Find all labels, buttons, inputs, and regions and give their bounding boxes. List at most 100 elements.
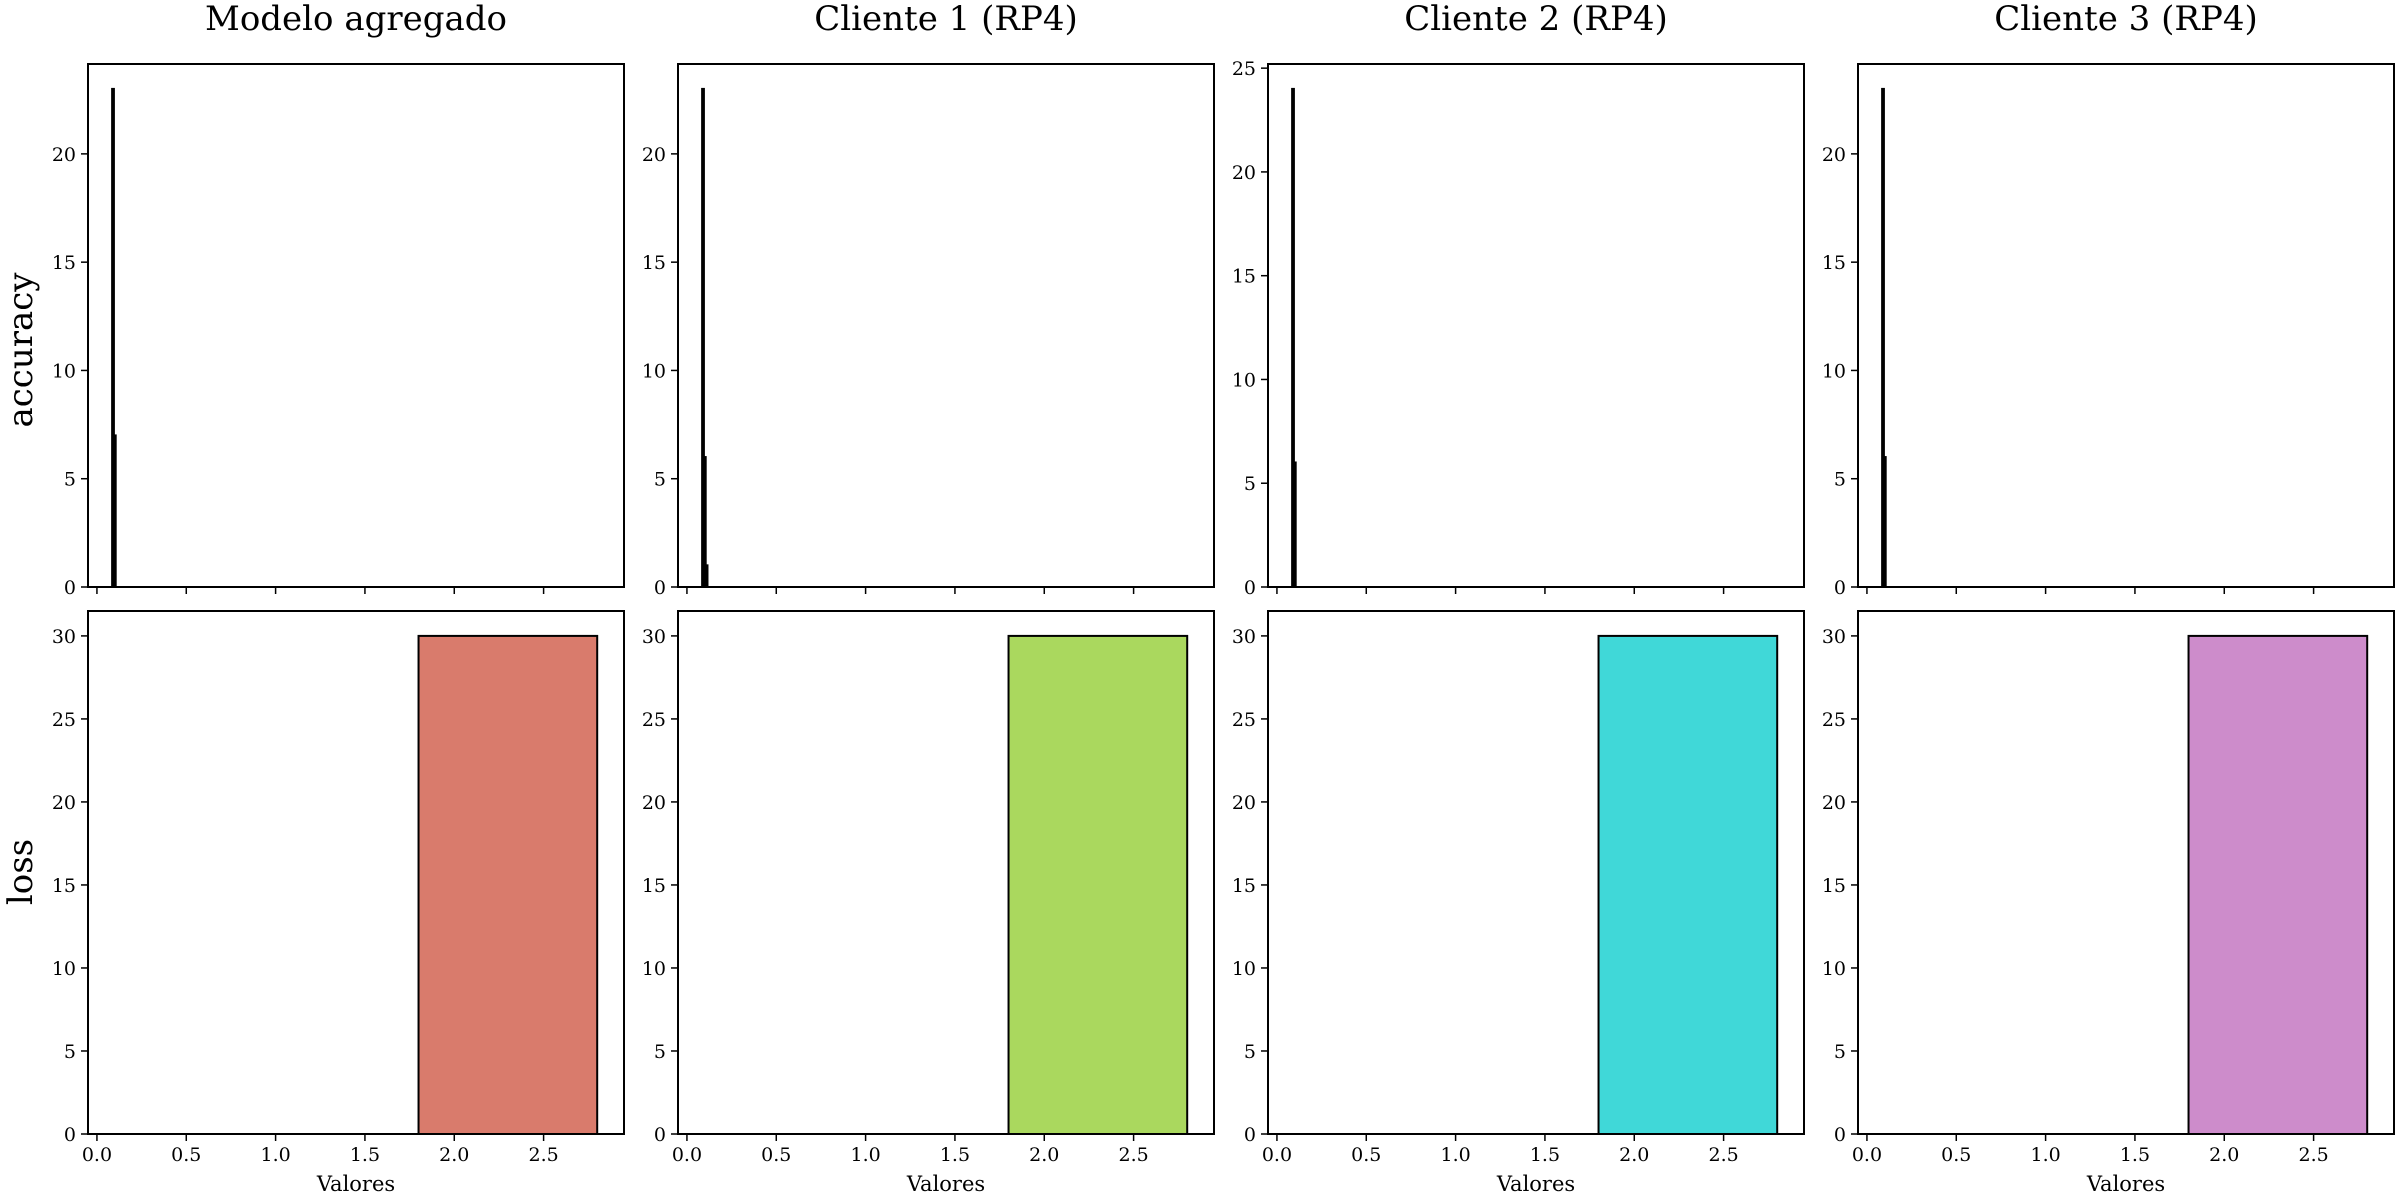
col-title-cliente-1: Cliente 1 (RP4): [814, 0, 1077, 39]
y-tick-label: 15: [1822, 875, 1846, 897]
x-tick-label: 0.0: [1262, 1144, 1292, 1166]
x-tick-label: 1.0: [260, 1144, 290, 1166]
x-tick-label: 1.5: [2120, 1144, 2150, 1166]
y-tick-label: 10: [1232, 369, 1256, 391]
y-tick-label: 20: [52, 792, 76, 814]
y-tick-label: 30: [642, 626, 666, 648]
col-title-modelo-agregado: Modelo agregado: [205, 0, 507, 39]
panel-loss-cliente-3: 0 5 10 15 20 25 30 0.0 0.5 1.0 1.5 2.0 2.5: [1822, 610, 2395, 1166]
x-tick-label: 0.0: [82, 1144, 112, 1166]
y-tick-label: 30: [52, 626, 76, 648]
y-tick-label: 0: [654, 1124, 666, 1146]
y-tick-label: 10: [52, 958, 76, 980]
x-tick-label: 1.0: [1440, 1144, 1470, 1166]
panel-accuracy-cliente-3: 0 5 10 15 20: [1822, 63, 2395, 599]
y-tick-label: 5: [654, 1041, 666, 1063]
plot-frame: [1857, 610, 2395, 1135]
y-tick-label: 15: [1822, 252, 1846, 274]
y-tick-label: 5: [654, 469, 666, 491]
histogram-bar: [2187, 634, 2369, 1136]
x-axis-label-1: Valores: [316, 1172, 395, 1196]
x-axis-label-3: Valores: [1496, 1172, 1575, 1196]
x-tick-label: 2.5: [1708, 1144, 1738, 1166]
plot-frame: [677, 63, 1215, 588]
plot-frame: [677, 610, 1215, 1135]
y-tick-label: 20: [1232, 792, 1256, 814]
x-axis-label-4: Valores: [2086, 1172, 2165, 1196]
y-tick-label: 10: [1232, 958, 1256, 980]
y-tick-label: 5: [64, 1041, 76, 1063]
histogram-bar: [417, 634, 599, 1136]
histogram-bar: [1882, 456, 1887, 588]
y-tick-label: 15: [52, 875, 76, 897]
y-tick-label: 25: [642, 709, 666, 731]
x-tick-label: 2.5: [2298, 1144, 2328, 1166]
plot-frame: [87, 63, 625, 588]
y-tick-label: 0: [64, 577, 76, 599]
histogram-bar: [1007, 634, 1189, 1136]
x-tick-label: 2.0: [1619, 1144, 1649, 1166]
x-tick-label: 1.5: [350, 1144, 380, 1166]
y-tick-label: 20: [642, 792, 666, 814]
plot-frame: [87, 610, 625, 1135]
y-tick-label: 20: [1232, 162, 1256, 184]
y-tick-label: 20: [1822, 144, 1846, 166]
y-tick-label: 15: [642, 252, 666, 274]
y-tick-label: 5: [1834, 469, 1846, 491]
y-tick-label: 5: [64, 469, 76, 491]
x-tick-label: 0.5: [1941, 1144, 1971, 1166]
panel-loss-cliente-2: 0 5 10 15 20 25 30 0.0 0.5 1.0 1.5 2.0 2.5: [1232, 610, 1805, 1166]
x-tick-label: 0.0: [1852, 1144, 1882, 1166]
x-tick-label: 2.5: [1118, 1144, 1148, 1166]
x-tick-label: 0.5: [1351, 1144, 1381, 1166]
y-tick-label: 0: [1244, 1124, 1256, 1146]
y-tick-label: 5: [1834, 1041, 1846, 1063]
y-tick-label: 0: [1834, 577, 1846, 599]
y-tick-label: 25: [1232, 709, 1256, 731]
histogram-bar: [704, 564, 709, 589]
y-tick-label: 15: [1232, 266, 1256, 288]
x-tick-label: 1.0: [2030, 1144, 2060, 1166]
plot-frame: [1857, 63, 2395, 588]
x-tick-label: 2.0: [439, 1144, 469, 1166]
col-title-cliente-2: Cliente 2 (RP4): [1404, 0, 1667, 39]
y-tick-label: 25: [52, 709, 76, 731]
y-tick-label: 10: [52, 360, 76, 382]
y-tick-label: 10: [1822, 958, 1846, 980]
x-axis-label-2: Valores: [906, 1172, 985, 1196]
x-tick-label: 1.5: [940, 1144, 970, 1166]
y-tick-label: 20: [1822, 792, 1846, 814]
y-tick-label: 25: [1232, 58, 1256, 80]
histogram-bar: [1292, 461, 1297, 589]
col-title-cliente-3: Cliente 3 (RP4): [1994, 0, 2257, 39]
y-tick-label: 15: [1232, 875, 1256, 897]
panel-loss-modelo-agregado: 0 5 10 15 20 25 30 0.0 0.5 1.0 1.5 2.0 2.5: [52, 610, 625, 1166]
panel-accuracy-modelo-agregado: 0 5 10 15 20: [52, 63, 625, 599]
x-tick-label: 2.0: [2209, 1144, 2239, 1166]
plot-frame: [1267, 610, 1805, 1135]
y-tick-label: 15: [642, 875, 666, 897]
x-tick-label: 2.5: [528, 1144, 558, 1166]
y-tick-label: 5: [1244, 473, 1256, 495]
y-tick-label: 30: [1232, 626, 1256, 648]
x-tick-label: 1.0: [850, 1144, 880, 1166]
y-tick-label: 5: [1244, 1041, 1256, 1063]
y-tick-label: 0: [64, 1124, 76, 1146]
y-tick-label: 30: [1822, 626, 1846, 648]
panel-loss-cliente-1: 0 5 10 15 20 25 30 0.0 0.5 1.0 1.5 2.0 2.5: [642, 610, 1215, 1166]
y-tick-label: 10: [1822, 360, 1846, 382]
histogram-bar: [112, 434, 117, 588]
y-tick-label: 25: [1822, 709, 1846, 731]
y-tick-label: 0: [1834, 1124, 1846, 1146]
y-tick-label: 20: [642, 144, 666, 166]
y-tick-label: 10: [642, 958, 666, 980]
x-tick-label: 2.0: [1029, 1144, 1059, 1166]
x-tick-label: 0.5: [171, 1144, 201, 1166]
x-tick-label: 0.5: [761, 1144, 791, 1166]
x-tick-label: 0.0: [672, 1144, 702, 1166]
x-tick-label: 1.5: [1530, 1144, 1560, 1166]
y-tick-label: 0: [654, 577, 666, 599]
y-tick-label: 10: [642, 360, 666, 382]
